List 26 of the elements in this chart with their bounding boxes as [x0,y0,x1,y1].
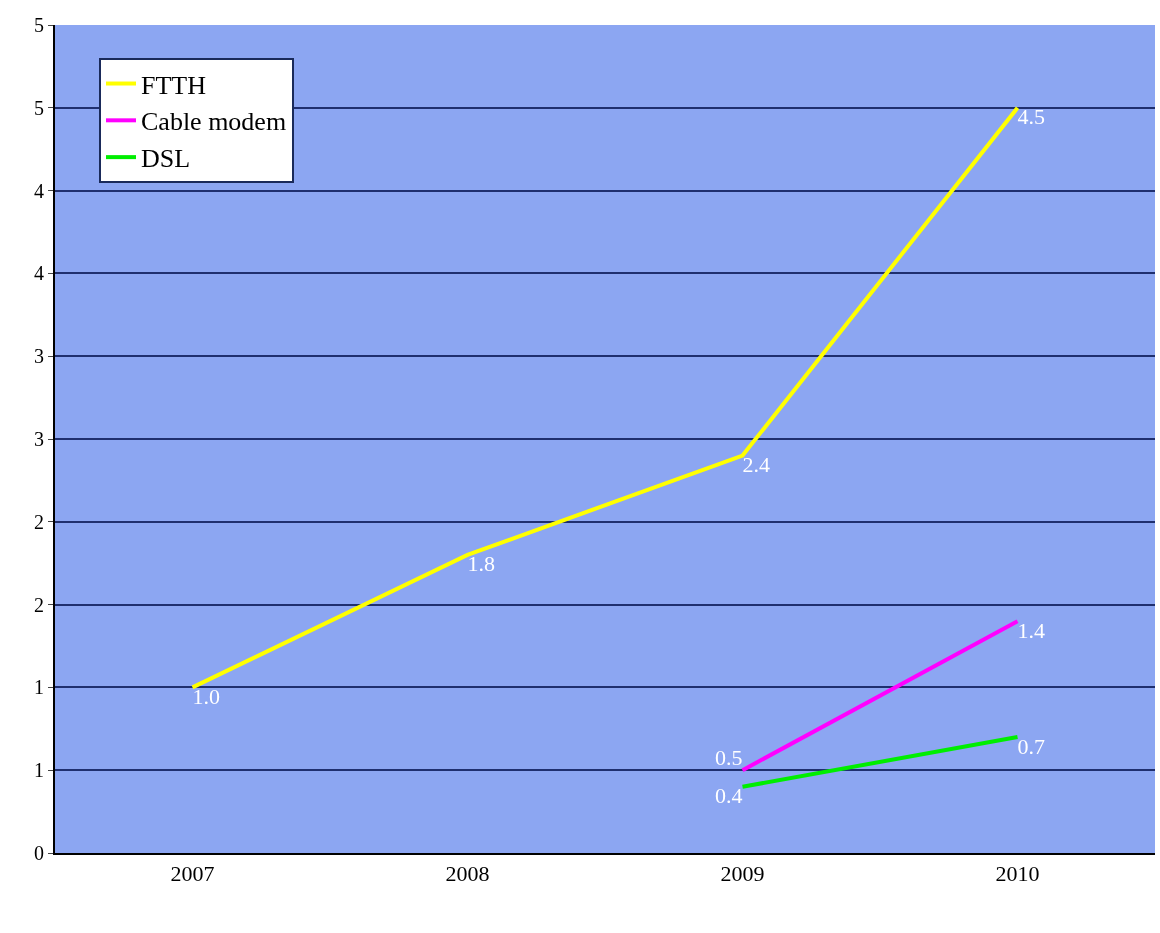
legend-label: Cable modem [141,107,287,137]
data-label: 1.8 [467,551,495,577]
x-tick-label: 2008 [445,861,490,887]
y-tick-label: 2 [34,593,44,616]
y-tick-label: 3 [34,345,44,368]
data-label: 1.0 [192,683,220,709]
data-label: 0.7 [1017,733,1045,759]
y-tick-label: 4 [34,262,44,285]
y-tick-label: 5 [34,14,44,36]
data-label: 4.5 [1017,104,1045,130]
x-tick-label: 2010 [995,861,1040,887]
legend-label: DSL [141,144,191,174]
data-label: 0.5 [715,744,743,770]
x-tick-label: 2009 [720,861,765,887]
y-tick-label: 5 [34,96,44,119]
y-tick-label: 1 [34,759,44,782]
y-tick-label: 0 [34,842,44,864]
data-label: 1.4 [1017,617,1045,643]
legend-label: FTTH [141,70,207,100]
x-tick-label: 2007 [170,861,215,887]
y-tick-label: 3 [34,428,44,450]
y-tick-label: 4 [34,179,44,202]
data-label: 0.4 [715,783,743,809]
y-tick-label: 2 [34,510,44,533]
data-label: 2.4 [742,452,770,478]
y-tick-label: 1 [34,676,44,699]
